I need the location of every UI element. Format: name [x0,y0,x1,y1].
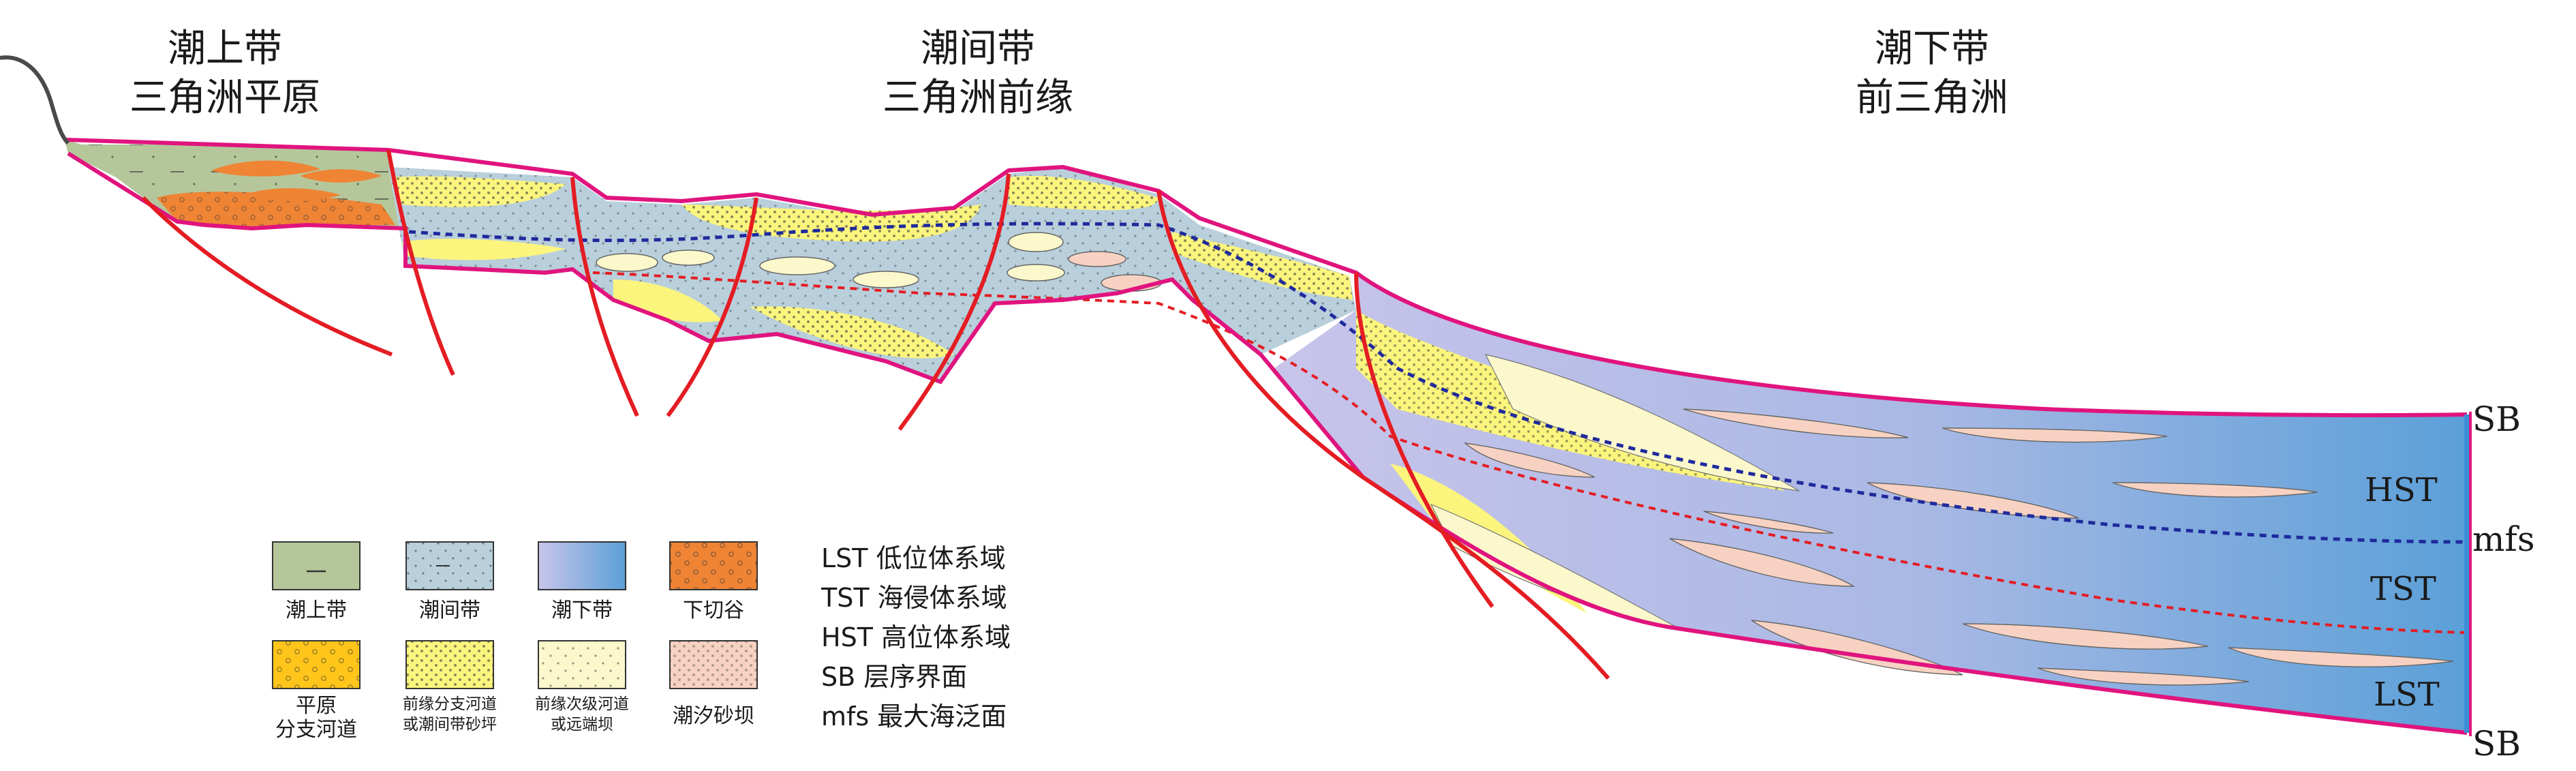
fault-line [570,177,639,417]
legend-label: 或潮间带砂坪 [403,716,497,734]
tidal-bar [1669,538,1856,587]
mfs-line [408,222,2468,544]
legend-label: 潮汐砂坝 [673,704,754,728]
legend: 潮上带 潮间带 潮下带 下切谷 平原 分支河道 前缘分支河道 或潮 [272,541,1011,742]
zone-title-subtidal: 潮下带 [1875,27,1989,71]
plain-channel-lens [245,188,341,201]
legend-label: 潮下带 [551,599,613,622]
legend-label: 前缘次级河道 [535,695,629,713]
legend-label: 或远端坝 [551,716,613,734]
front-channel-sand [613,279,722,322]
legend-item: 潮间带 [405,541,494,622]
tidal-bar [1703,511,1834,534]
distal-bar [1007,264,1065,282]
fault-line [386,149,455,376]
tst-boundary-line [592,271,2468,634]
legend-item: 平原 分支河道 [272,640,361,742]
abbreviation-list: LST 低位体系域 TST 海侵体系域 HST 高位体系域 SB 层序界面 mf… [821,543,1011,731]
legend-label: 潮上带 [286,599,347,622]
fault-line [141,196,393,357]
plain-channel-lens [211,160,320,177]
distal-bar [853,271,919,288]
tidal-bar [2112,482,2318,498]
tidal-bar [2037,667,2250,686]
cross-section [0,55,2472,736]
faults [141,149,1610,680]
zone-subtitle-subtidal: 前三角洲 [1856,76,2008,120]
legend-item: 下切谷 [669,541,758,622]
legend-item: 潮下带 [538,541,626,622]
distal-bar [1008,232,1064,252]
tidal-bar [1683,408,1909,438]
distal-bar [759,256,835,275]
legend-label: 前缘分支河道 [403,695,497,713]
abbr-tst: TST 海侵体系域 [821,583,1007,613]
sequence-labels: SB HST mfs TST LST SB [2365,399,2535,764]
distal-bar-wedge [1484,354,1800,492]
zone-subtitle-intertidal: 三角洲前缘 [883,76,1073,120]
fault-line [898,173,1011,431]
mfs-label: mfs [2472,519,2535,559]
legend-item: 潮上带 [272,541,361,622]
legend-label: 潮间带 [419,599,480,622]
zone-titles: 潮上带 三角洲平原 潮间带 三角洲前缘 潮下带 前三角洲 [129,27,2008,120]
tidal-bar [1942,427,2168,443]
zone-title-intertidal: 潮间带 [921,27,1035,71]
distal-bar [662,250,715,266]
sb-top-label: SB [2472,399,2521,439]
plain-channel-lens [300,169,382,183]
incised-valley-dots [157,192,395,228]
fault-line [666,197,758,417]
hst-label: HST [2365,471,2438,509]
tidal-bar [1463,442,1595,478]
legend-swatch-subtidal [538,541,626,590]
legend-label: 分支河道 [275,718,357,742]
tst-label: TST [2370,570,2436,608]
coastal-slope-line [0,55,70,145]
fault-line [1156,190,1610,680]
sb-bottom-label: SB [2472,724,2521,764]
legend-item: 前缘次级河道 或远端坝 [535,640,629,734]
legend-label: 下切谷 [683,599,744,622]
zone-subtitle-supratidal: 三角洲平原 [129,76,320,120]
legend-swatch-supratidal [272,541,361,590]
abbr-mfs: mfs 最大海泛面 [821,701,1007,731]
abbr-sb: SB 层序界面 [821,662,967,692]
abbr-hst: HST 高位体系域 [821,622,1011,652]
tidal-bar [2228,647,2454,667]
tidal-bar [1068,251,1126,267]
abbr-lst: LST 低位体系域 [821,543,1006,573]
legend-label: 平原 [296,694,337,718]
front-channel-sand [402,239,566,260]
fault-line [1354,272,1494,608]
zone-title-supratidal: 潮上带 [168,27,282,71]
tidal-bar [1962,623,2209,650]
lst-label: LST [2374,676,2440,714]
sequence-boundary-bottom [67,151,2468,735]
legend-item: 前缘分支河道 或潮间带砂坪 [403,640,497,734]
legend-item: 潮汐砂坝 [669,640,758,728]
distal-bar [596,253,658,272]
